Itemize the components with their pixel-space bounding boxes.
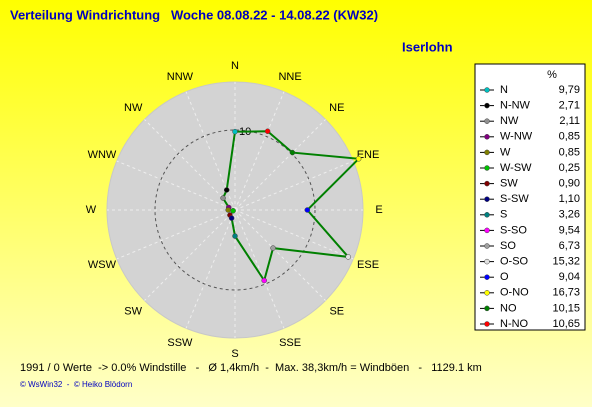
axis-label: E [375,204,382,216]
legend-marker [484,196,490,202]
legend-name: W [500,146,511,158]
grid-ring [154,129,316,291]
legend-name: S-SO [500,224,527,236]
legend-marker [484,102,490,109]
legend-marker [484,87,490,93]
axis-label: ESE [357,259,379,271]
legend-name: S [500,209,507,221]
data-point [304,207,311,213]
legend-value: 0,25 [559,162,580,174]
legend-value: 9,04 [559,271,580,283]
axis-label: SSW [167,337,193,349]
legend-marker [484,118,490,124]
legend-value: 15,32 [552,256,580,268]
legend-value: 0,90 [559,178,580,190]
data-point [355,156,362,162]
legend-value: 0,85 [559,146,580,158]
legend-name: N-NW [500,100,531,112]
legend-name: SW [500,178,518,190]
data-point [289,149,296,156]
legend-marker [484,149,490,156]
legend-name: W-SW [500,162,532,174]
data-point [225,207,231,213]
legend-marker [484,134,490,140]
legend-marker [484,180,490,187]
axis-label: NNE [278,71,301,83]
axis-label: WSW [88,259,117,271]
data-point [345,254,351,260]
legend-name: O-NO [500,287,529,299]
axis-label: WNW [88,149,117,161]
legend-value: 16,73 [552,287,580,299]
data-point [230,208,236,214]
axis-label: S [231,348,238,360]
footer: 1991 / 0 Werte -> 0.0% Windstille - Ø 1,… [20,362,482,374]
legend-marker [484,227,490,234]
legend-value: 0,85 [559,131,580,143]
data-point [264,128,271,135]
legend-marker [484,274,490,280]
legend-marker [484,258,490,265]
axis-label: ENE [357,149,380,161]
legend-value: 1,10 [559,193,580,205]
legend-name: N [500,84,508,96]
legend-value: 9,79 [559,84,580,96]
legend-value: 10,15 [552,302,580,314]
legend-name: SO [500,240,516,252]
axis-label: NE [329,102,344,114]
legend-name: S-SW [500,193,529,205]
legend-name: NO [500,302,517,314]
legend-marker [484,212,490,218]
data-point [223,187,230,193]
legend-header: % [547,69,557,81]
legend-value: 10,65 [552,318,580,330]
data-point [228,215,235,221]
axis-label: SE [329,306,344,318]
legend-box [474,63,586,331]
legend-name: O [500,271,509,283]
legend-marker [484,305,490,312]
legend-name: N-NO [500,318,529,330]
axis-label: NNW [167,71,194,83]
credit: © WsWin32 - © Heiko Blödorn [20,380,132,389]
legend-marker [484,165,490,171]
location: Iserlohn [402,39,453,54]
data-point [270,245,276,251]
axis-label: SSE [279,337,301,349]
legend-value: 9,54 [559,224,580,236]
data-point [232,128,238,135]
legend-value: 3,26 [559,209,580,221]
legend-marker [484,321,490,327]
legend-value: 2,11 [559,115,580,127]
legend-marker [484,243,490,249]
data-point [261,277,267,284]
data-point [232,233,238,239]
legend-value: 6,73 [559,240,580,252]
legend-name: O-SO [500,256,529,268]
chart-title: Verteilung Windrichtung Woche 08.08.22 -… [10,7,378,22]
axis-label: W [86,204,97,216]
legend-name: W-NW [500,131,533,143]
legend-marker [484,290,490,296]
legend-name: NW [500,115,519,127]
axis-label: N [231,60,239,72]
axis-label: SW [124,306,142,318]
axis-label: NW [124,102,143,114]
data-point [220,195,226,201]
legend-value: 2,71 [559,100,580,112]
